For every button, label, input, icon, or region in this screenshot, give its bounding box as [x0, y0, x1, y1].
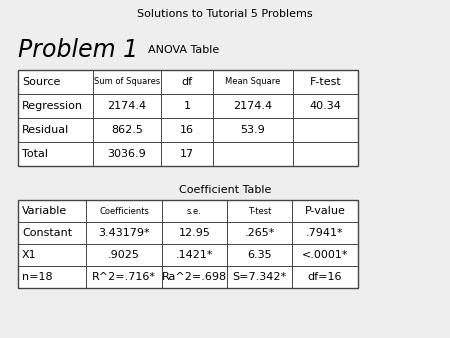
Text: ANOVA Table: ANOVA Table: [148, 45, 219, 55]
Text: df=16: df=16: [308, 272, 342, 282]
Text: Residual: Residual: [22, 125, 69, 135]
Text: .9025: .9025: [108, 250, 140, 260]
Text: .265*: .265*: [244, 228, 274, 238]
Text: R^2=.716*: R^2=.716*: [92, 272, 156, 282]
Bar: [18, 70, 358, 166]
Text: 53.9: 53.9: [241, 125, 266, 135]
Text: 12.95: 12.95: [179, 228, 211, 238]
Text: P-value: P-value: [305, 206, 346, 216]
Text: S=7.342*: S=7.342*: [233, 272, 287, 282]
Text: Mean Square: Mean Square: [225, 77, 281, 87]
Text: 1: 1: [184, 101, 190, 111]
Text: 40.34: 40.34: [310, 101, 342, 111]
Text: 17: 17: [180, 149, 194, 159]
Text: 862.5: 862.5: [111, 125, 143, 135]
Text: Regression: Regression: [22, 101, 83, 111]
Text: 2174.4: 2174.4: [108, 101, 147, 111]
Text: Coefficient Table: Coefficient Table: [179, 185, 271, 195]
Text: 3.43179*: 3.43179*: [98, 228, 150, 238]
Text: Sum of Squares: Sum of Squares: [94, 77, 160, 87]
Text: T-test: T-test: [248, 207, 271, 216]
Text: 3036.9: 3036.9: [108, 149, 146, 159]
Text: <.0001*: <.0001*: [302, 250, 348, 260]
Text: Source: Source: [22, 77, 60, 87]
Text: 2174.4: 2174.4: [234, 101, 273, 111]
Text: .7941*: .7941*: [306, 228, 344, 238]
Text: Ra^2=.698: Ra^2=.698: [162, 272, 227, 282]
Text: Solutions to Tutorial 5 Problems: Solutions to Tutorial 5 Problems: [137, 9, 313, 19]
Bar: [18, 200, 358, 288]
Text: df: df: [181, 77, 193, 87]
Text: X1: X1: [22, 250, 36, 260]
Text: .1421*: .1421*: [176, 250, 213, 260]
Text: Constant: Constant: [22, 228, 72, 238]
Text: Problem 1: Problem 1: [18, 38, 138, 62]
Text: F-test: F-test: [310, 77, 342, 87]
Text: Coefficients: Coefficients: [99, 207, 149, 216]
Text: 16: 16: [180, 125, 194, 135]
Text: Variable: Variable: [22, 206, 67, 216]
Text: 6.35: 6.35: [247, 250, 272, 260]
Text: s.e.: s.e.: [187, 207, 202, 216]
Text: Total: Total: [22, 149, 48, 159]
Text: n=18: n=18: [22, 272, 53, 282]
